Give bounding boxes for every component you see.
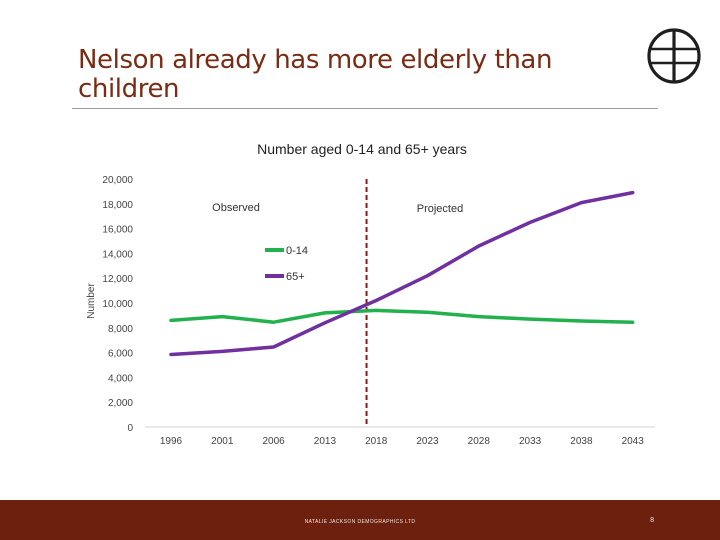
series-line-65-plus [169,190,635,357]
x-tick-label: 2023 [416,436,439,447]
series-line-0-14 [169,308,635,324]
y-tick-label: 14,000 [102,249,133,260]
y-axis-label: Number [86,283,97,319]
x-tick-label: 2006 [262,436,285,447]
y-tick-label: 8,000 [108,324,133,335]
x-tick-label: 1996 [160,436,183,447]
y-tick-label: 18,000 [102,200,133,211]
y-tick-label: 0 [127,423,133,434]
projected-annotation: Projected [417,203,463,215]
x-tick-label: 2001 [211,436,234,447]
footer-bar: NATALIE JACKSON DEMOGRAPHICS LTD 8 [0,500,720,540]
y-tick-labels: 0 2,000 4,000 6,000 8,000 10,000 12,000 14,000 1… [102,175,133,434]
y-tick-label: 4,000 [108,373,133,384]
legend-label: 65+ [286,271,305,283]
x-tick-label: 2043 [622,436,645,447]
series-lines [169,190,635,357]
y-tick-label: 2,000 [108,398,133,409]
title-divider [72,108,658,109]
footer-text: NATALIE JACKSON DEMOGRAPHICS LTD [304,519,416,525]
chart-title: Number aged 0-14 and 65+ years [257,141,467,157]
x-tick-label: 2028 [468,436,491,447]
x-tick-label: 2033 [519,436,542,447]
legend-label: 0-14 [286,245,308,257]
x-tick-label: 2038 [570,436,593,447]
x-tick-label: 2013 [314,436,337,447]
x-tick-labels: 1996 2001 2006 2013 2018 2023 2028 2033 2038 2043 [160,436,644,447]
y-tick-label: 6,000 [108,349,133,360]
slide-title: Nelson already has more elderly than chi… [78,45,553,104]
observed-annotation: Observed [212,202,260,214]
y-tick-label: 20,000 [102,175,133,186]
globe-icon [647,28,701,84]
y-tick-label: 10,000 [102,299,133,310]
y-tick-label: 12,000 [102,274,133,285]
line-chart: Number aged 0-14 and 65+ years Number 0 2… [86,141,655,447]
legend: 0-14 65+ [265,245,308,283]
y-tick-label: 16,000 [102,225,133,236]
page-number: 8 [650,517,654,524]
x-tick-label: 2018 [365,436,388,447]
